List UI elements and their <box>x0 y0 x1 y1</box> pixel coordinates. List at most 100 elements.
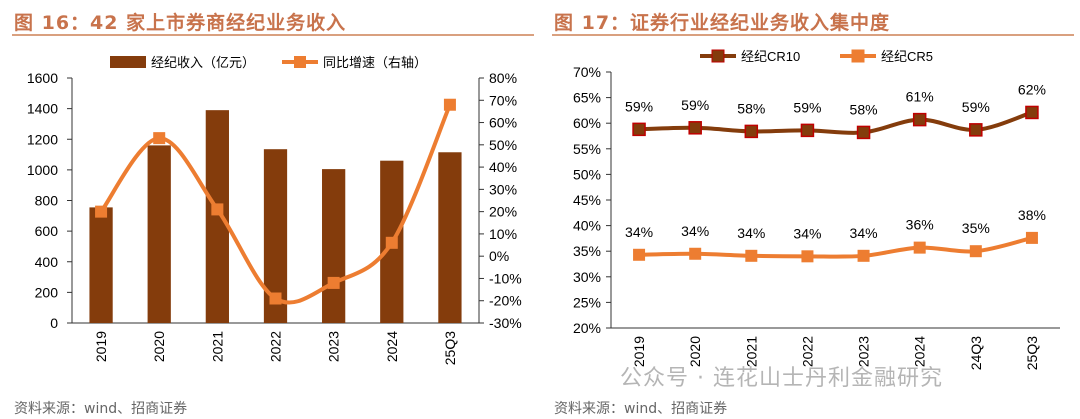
y2-tick-label: -30% <box>489 315 522 331</box>
legend-line-marker <box>294 56 306 68</box>
x-tick-label: 25Q3 <box>1024 336 1040 370</box>
growth-marker-2023 <box>327 276 340 289</box>
y2-tick-label: 30% <box>489 181 517 197</box>
series-marker <box>745 249 758 262</box>
right-chart: 20% 25% 30% 35% 40% 45% 50% 55% 60% 65% 70% 2019 202… <box>573 49 1060 370</box>
bar-2019 <box>89 207 113 323</box>
chart-title-left: 图 16：42 家上市券商经纪业务收入 <box>14 12 347 34</box>
x-tick-label: 2022 <box>268 331 284 362</box>
bar-25Q3 <box>438 152 462 323</box>
x-tick-label: 2024 <box>912 336 928 367</box>
data-label: 36% <box>906 217 934 233</box>
title-divider <box>12 34 534 36</box>
data-label: 59% <box>681 97 709 113</box>
left-chart: 0 200 400 600 800 1000 1200 1400 1600 -30% -20% -10… <box>27 55 522 365</box>
y-tick-label: 600 <box>35 223 59 239</box>
y2-tick-label: 70% <box>489 92 517 108</box>
source-note-right: 资料来源：wind、招商证券 <box>554 401 728 417</box>
y-tick-label: 45% <box>573 192 601 208</box>
y-tick-label: 200 <box>35 284 59 300</box>
data-label: 58% <box>850 101 878 117</box>
legend-cr5-label: 经纪CR5 <box>881 49 933 64</box>
series-marker <box>912 112 927 127</box>
data-label: 34% <box>681 223 709 239</box>
growth-marker-25Q3 <box>443 98 456 111</box>
source-note-left: 资料来源：wind、招商证券 <box>14 401 188 417</box>
data-label: 58% <box>737 100 765 116</box>
y-tick-label: 50% <box>573 166 601 182</box>
growth-marker-2021 <box>211 203 224 216</box>
chart-title-right: 图 17：证券行业经纪业务收入集中度 <box>554 12 891 34</box>
x-tick-label: 2019 <box>631 336 647 367</box>
legend-cr10-marker <box>711 49 725 63</box>
y2-tick-label: 20% <box>489 204 517 220</box>
series-marker <box>744 124 759 139</box>
series-marker <box>913 241 926 254</box>
x-tick-label: 2023 <box>856 336 872 367</box>
growth-marker-2024 <box>385 236 398 249</box>
data-label: 61% <box>906 89 934 105</box>
y-tick-label: 65% <box>573 90 601 106</box>
x-tick-label: 2020 <box>687 336 703 367</box>
y-tick-label: 0 <box>50 315 58 331</box>
y2-tick-label: 40% <box>489 159 517 175</box>
data-label: 34% <box>793 225 821 241</box>
legend-bar-swatch <box>110 56 146 68</box>
y-tick-label: 55% <box>573 141 601 157</box>
y-tick-label: 25% <box>573 294 601 310</box>
data-label: 34% <box>625 224 653 240</box>
y2-tick-label: -20% <box>489 293 522 309</box>
x-tick-label: 25Q3 <box>442 331 458 365</box>
title-divider <box>552 34 1074 36</box>
data-label: 62% <box>1018 81 1046 97</box>
series-marker <box>857 249 870 262</box>
bar-2020 <box>147 145 171 323</box>
y2-tick-label: 80% <box>489 70 517 86</box>
data-label: 38% <box>1018 207 1046 223</box>
y-tick-label: 30% <box>573 269 601 285</box>
x-tick-label: 2022 <box>799 336 815 367</box>
x-tick-label: 2021 <box>209 331 225 362</box>
data-label: 59% <box>962 99 990 115</box>
series-marker <box>689 247 702 260</box>
y-tick-label: 35% <box>573 243 601 259</box>
y-tick-label: 20% <box>573 320 601 336</box>
series-marker <box>801 250 814 263</box>
growth-marker-2022 <box>269 292 282 305</box>
series-marker <box>1025 105 1039 120</box>
growth-marker-2020 <box>153 132 166 145</box>
y2-tick-label: 60% <box>489 115 517 131</box>
y-tick-label: 1200 <box>27 131 58 147</box>
y2-tick-label: 0% <box>489 248 509 264</box>
data-label: 59% <box>793 99 821 115</box>
y2-tick-label: 50% <box>489 137 517 153</box>
bar-2021 <box>205 110 229 323</box>
data-label: 34% <box>850 225 878 241</box>
series-marker <box>1025 231 1038 244</box>
series-marker <box>688 121 702 135</box>
y-tick-label: 1400 <box>27 101 58 117</box>
y-tick-label: 1000 <box>27 162 58 178</box>
series-marker <box>632 122 646 137</box>
legend-bar-label: 经纪收入（亿元） <box>151 55 255 70</box>
series-marker <box>633 248 646 261</box>
data-label: 34% <box>737 225 765 241</box>
series-marker <box>800 123 815 138</box>
legend-cr5-marker <box>851 49 865 63</box>
growth-marker-2019 <box>95 205 108 218</box>
y2-tick-label: -10% <box>489 270 522 286</box>
x-tick-label: 24Q3 <box>968 336 984 370</box>
y2-tick-label: 10% <box>489 226 517 242</box>
bar-2023 <box>322 169 346 323</box>
x-tick-label: 2020 <box>151 331 167 362</box>
x-tick-label: 2024 <box>384 331 400 362</box>
legend-cr10-label: 经纪CR10 <box>741 49 800 64</box>
series-marker <box>969 245 982 258</box>
watermark: 公众号 · 连花山士丹利金融研究 <box>620 366 943 391</box>
data-label: 35% <box>962 220 990 236</box>
y-tick-label: 400 <box>35 254 59 270</box>
y-tick-label: 40% <box>573 218 601 234</box>
series-marker <box>856 125 871 140</box>
x-tick-label: 2023 <box>326 331 342 362</box>
x-tick-label: 2019 <box>93 331 109 362</box>
